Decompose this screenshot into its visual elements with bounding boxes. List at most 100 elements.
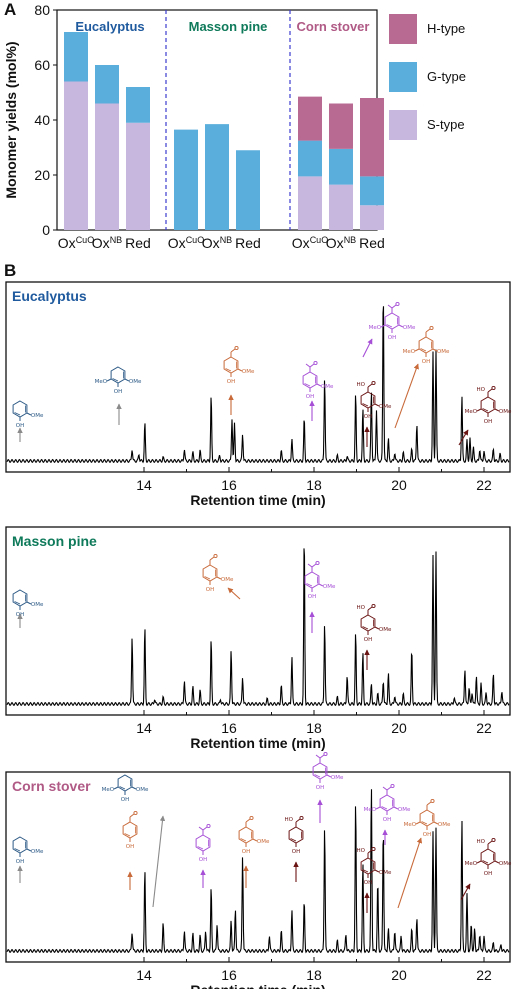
y-tick-label: 60 [34, 57, 50, 73]
oh-label: OH [364, 637, 372, 643]
peak-point [479, 934, 480, 935]
vanillin-structure: OH OMe [202, 553, 234, 593]
bar-s-type [360, 205, 384, 230]
peak-point [304, 534, 305, 535]
bar-s-type [329, 184, 353, 230]
y-tick-label: 80 [34, 2, 50, 18]
legend-swatch [389, 14, 417, 44]
peak-arrow [152, 815, 166, 908]
peak-point [383, 828, 384, 829]
x-category-label: OxCuO [168, 235, 204, 251]
peak-point [377, 883, 378, 884]
acetovanillone-structure: OH OMe [302, 360, 334, 400]
meo-label: MeO [465, 861, 478, 867]
oh-label: OH [388, 335, 396, 341]
bar-s-type [95, 103, 119, 230]
ome-label: OMe [499, 861, 512, 867]
ome-label: OMe [379, 404, 392, 410]
peak-point [132, 932, 133, 933]
oh-label: OH [383, 817, 391, 823]
legend-swatch [389, 62, 417, 92]
acetosyringone-structure: OH OMe MeO [369, 301, 416, 341]
oh-label: OH [422, 359, 430, 365]
sample-title: Masson pine [12, 533, 97, 549]
x-category-label: OxCuO [58, 235, 94, 251]
ome-label: OMe [221, 577, 234, 583]
peak-point [394, 931, 395, 932]
ome-label: OMe [331, 775, 344, 781]
meo-label: MeO [369, 325, 382, 331]
acetovanillone-structure: OH OMe [312, 751, 344, 791]
x-tick-label: 16 [221, 967, 237, 983]
bar-h-type [329, 103, 353, 149]
peak-point [324, 623, 325, 624]
syringaldehyde-structure: OH OMe MeO [404, 798, 451, 838]
oh-label: OH [242, 849, 250, 855]
oh-label: OH [16, 423, 24, 429]
chromatogram-trace [6, 789, 510, 954]
ome-label: OMe [403, 325, 416, 331]
bar-g-type [329, 148, 353, 185]
oh-label: OH [227, 379, 235, 385]
peak-point [411, 650, 412, 651]
ome-label: OMe [499, 409, 512, 415]
oh-label: OH [423, 832, 431, 838]
x-category-label: OxCuO [292, 235, 328, 251]
x-category-label: Red [359, 235, 385, 251]
meo-label: MeO [102, 787, 115, 793]
peak-arrow [458, 429, 469, 446]
peak-point [471, 924, 472, 925]
y-axis-label: Monomer yields (mol%) [3, 41, 19, 198]
vanillic-acid-structure: OH OMe HO [357, 380, 392, 420]
y-tick-label: 0 [42, 222, 50, 238]
peak-point [304, 902, 305, 903]
meo-label: MeO [95, 379, 108, 385]
oh-label: OH [316, 785, 324, 791]
x-tick-label: 20 [391, 967, 407, 983]
group-title: Eucalyptus [75, 19, 144, 34]
acetovanillone-structure: OH OMe [304, 560, 336, 600]
bar-s-type [126, 122, 150, 230]
peak-point [383, 289, 384, 290]
group-title: Masson pine [189, 19, 268, 34]
legend-label: S-type [427, 117, 465, 132]
vanillin-structure: OH OMe [238, 815, 270, 855]
guaiacol-structure: OH OMe [12, 400, 44, 429]
bar-s-type [298, 176, 322, 230]
peak-point [211, 640, 212, 641]
oh-label: OH [364, 414, 372, 420]
peak-point [211, 888, 212, 889]
syringol-structure: OH OMe MeO [95, 366, 142, 395]
sample-title: Corn stover [12, 778, 91, 794]
ome-label: OMe [379, 627, 392, 633]
chromatogram-frame [5, 526, 511, 716]
meo-label: MeO [465, 409, 478, 415]
meo-label: MeO [404, 822, 417, 828]
x-tick-label: 18 [306, 720, 322, 736]
ome-label: OMe [31, 413, 44, 419]
peak-point [416, 917, 417, 918]
chromatogram-eucalyptus: Eucalyptus 14 16 18 20 22 Retention time (min)… [5, 281, 512, 508]
bar-g-type [64, 32, 88, 82]
peak-point [231, 650, 232, 651]
peak-point [416, 424, 417, 425]
bar-s-type [64, 81, 88, 230]
y-tick-label: 20 [34, 167, 50, 183]
p-hydroxyacetophenone-structure: OH [195, 823, 211, 863]
ome-label: OMe [31, 602, 44, 608]
vanillin-structure: OH OMe [223, 345, 255, 385]
oh-label: OH [484, 871, 492, 877]
x-tick-label: 14 [136, 720, 152, 736]
ome-label: OMe [31, 849, 44, 855]
oh-label: OH [308, 594, 316, 600]
ho-label: HO [477, 387, 486, 393]
x-tick-label: 20 [391, 720, 407, 736]
peak-point [355, 633, 356, 634]
chromatogram-trace [6, 306, 510, 464]
ome-label: OMe [242, 369, 255, 375]
oh-label: OH [484, 419, 492, 425]
syringaldehyde-structure: OH OMe MeO [403, 325, 450, 365]
ome-label: OMe [136, 787, 149, 793]
peak-arrow [397, 837, 423, 909]
legend-label: H-type [427, 21, 465, 36]
